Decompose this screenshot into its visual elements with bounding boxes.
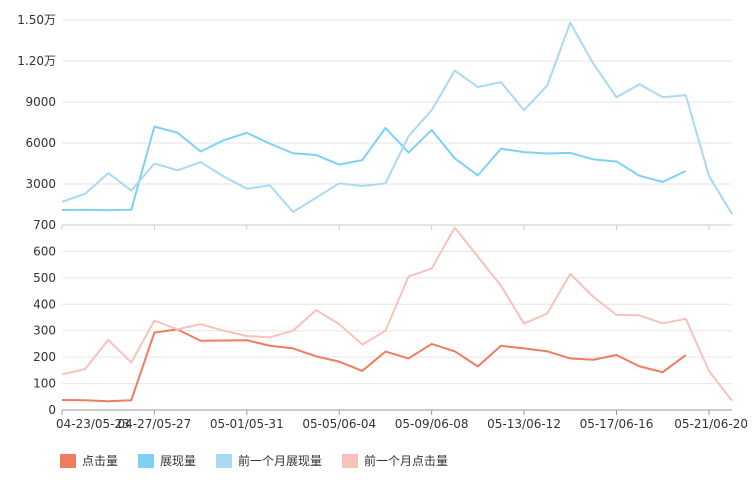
legend-item-2[interactable]: 前一个月展现量: [216, 452, 322, 469]
legend-label-0: 点击量: [82, 454, 119, 468]
y-tick-label-top-3: 1.20万: [17, 54, 56, 68]
legend-item-1[interactable]: 展现量: [138, 452, 196, 469]
x-tick-label-3: 05-05/06-04: [302, 417, 376, 431]
x-tick-label-1: 04-27/05-27: [118, 417, 192, 431]
y-tick-label-bottom-6: 600: [33, 244, 56, 258]
legend-label-1: 展现量: [160, 454, 197, 468]
legend-swatch-3: [342, 453, 359, 468]
legend-swatch-0: [60, 453, 76, 468]
series-line-top-1: [61, 21, 733, 215]
legend-label-2: 前一个月展现量: [238, 454, 323, 468]
x-tick-label-5: 05-13/06-12: [487, 417, 561, 431]
legend-item-0[interactable]: 点击量: [60, 452, 118, 469]
y-tick-label-top-2: 9000: [25, 95, 56, 109]
series-line-bottom-1: [61, 226, 733, 402]
y-tick-label-top-1: 6000: [25, 136, 56, 150]
x-tick-label-2: 05-01/05-31: [210, 417, 284, 431]
legend: 点击量 展现量 前一个月展现量 前一个月点击量: [60, 452, 448, 469]
x-tick-label-0: 04-23/05-23: [56, 417, 130, 431]
y-tick-label-bottom-4: 400: [33, 297, 56, 311]
legend-swatch-2: [216, 453, 233, 468]
series-line-top-0: [61, 125, 687, 212]
x-tick-label-4: 05-09/06-08: [395, 417, 469, 431]
legend-swatch-1: [138, 453, 155, 468]
legend-item-3[interactable]: 前一个月点击量: [342, 452, 448, 469]
y-tick-label-bottom-7: 700: [33, 218, 56, 232]
series-line-bottom-0: [61, 328, 687, 403]
y-tick-label-bottom-1: 100: [33, 377, 56, 391]
y-tick-label-top-4: 1.50万: [17, 13, 56, 27]
y-tick-label-top-0: 3000: [25, 177, 56, 191]
y-tick-label-bottom-3: 300: [33, 324, 56, 338]
y-tick-label-bottom-2: 200: [33, 350, 56, 364]
y-tick-label-bottom-5: 500: [33, 271, 56, 285]
y-tick-label-bottom-0: 0: [48, 403, 56, 417]
x-tick-label-6: 05-17/06-16: [580, 417, 654, 431]
legend-label-3: 前一个月点击量: [364, 454, 449, 468]
x-tick-label-7: 05-21/06-20: [674, 417, 748, 431]
